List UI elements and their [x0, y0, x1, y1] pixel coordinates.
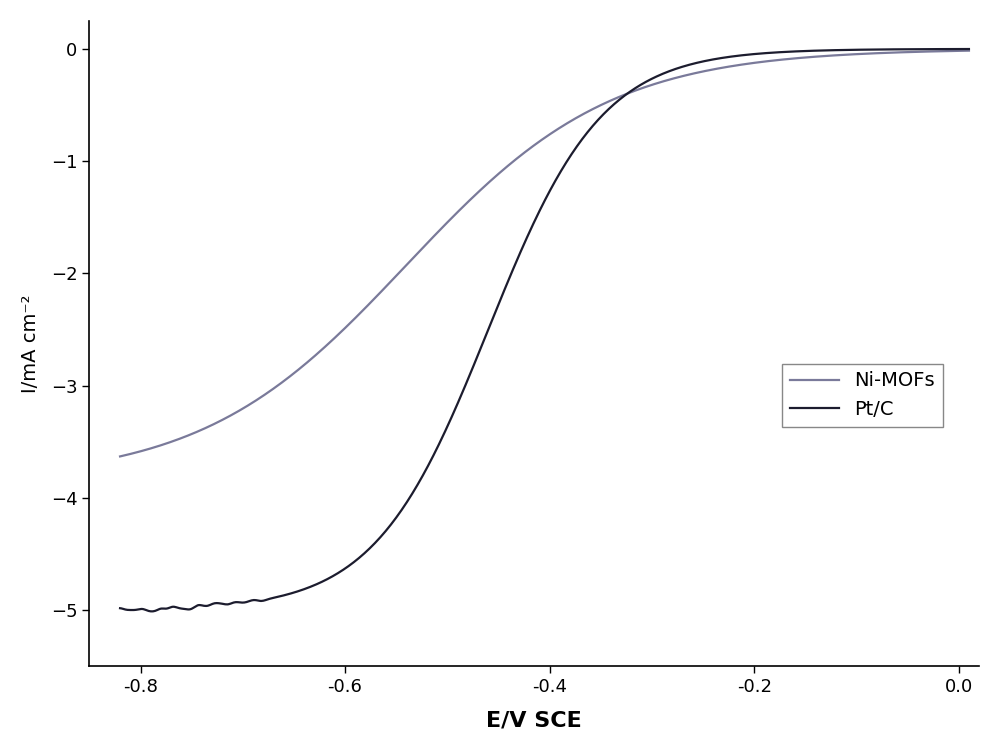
- Pt/C: [963, 44, 975, 53]
- Ni-MOFs: [655, 77, 667, 86]
- Line: Pt/C: Pt/C: [120, 49, 969, 611]
- Ni-MOFs: [963, 46, 975, 55]
- Pt/C: [846, 45, 858, 54]
- Pt/C: [114, 604, 126, 613]
- Pt/C: [146, 607, 158, 616]
- Pt/C: [167, 602, 179, 611]
- Ni-MOFs: [629, 86, 641, 95]
- X-axis label: E/V SCE: E/V SCE: [486, 710, 582, 730]
- Ni-MOFs: [166, 437, 178, 446]
- Y-axis label: I/mA cm⁻²: I/mA cm⁻²: [21, 294, 40, 393]
- Ni-MOFs: [758, 57, 770, 66]
- Legend: Ni-MOFs, Pt/C: Ni-MOFs, Pt/C: [782, 363, 943, 427]
- Ni-MOFs: [114, 452, 126, 461]
- Line: Ni-MOFs: Ni-MOFs: [120, 50, 969, 457]
- Ni-MOFs: [845, 50, 857, 59]
- Ni-MOFs: [607, 95, 619, 104]
- Pt/C: [656, 70, 668, 79]
- Pt/C: [608, 100, 620, 109]
- Pt/C: [630, 83, 642, 92]
- Pt/C: [759, 49, 771, 58]
